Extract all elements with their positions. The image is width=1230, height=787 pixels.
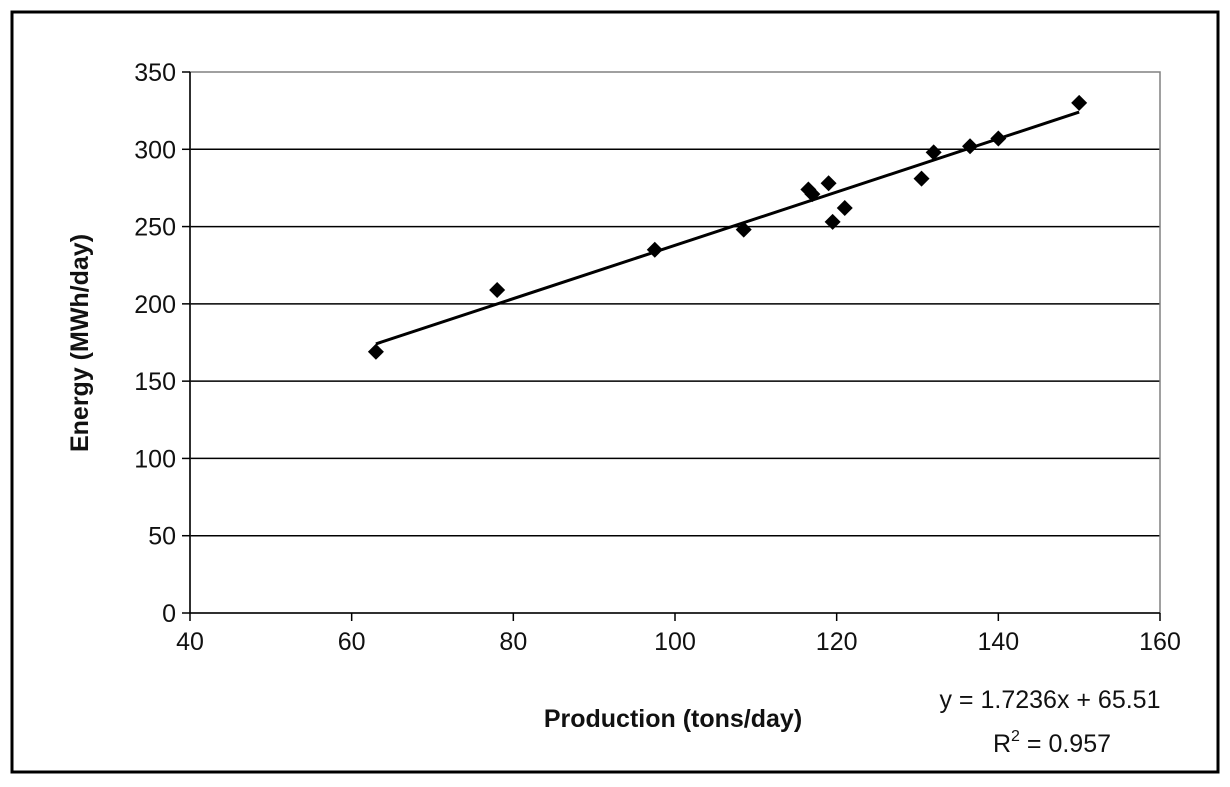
y-tick-label-250: 250: [134, 214, 176, 242]
data-points: [367, 94, 1088, 360]
data-point-2: [489, 281, 506, 298]
r-squared-label: R2 = 0.957: [993, 728, 1111, 758]
x-tick-labels: 40 60 80 100 120 140 160: [176, 613, 1181, 656]
data-point-9: [836, 200, 853, 217]
data-point-11: [925, 144, 942, 161]
r-squared-value: = 0.957: [1020, 730, 1111, 758]
data-point-13: [990, 130, 1007, 147]
trendline-group: [375, 110, 1080, 346]
data-point-7: [820, 175, 837, 192]
y-axis-title: Energy (MWh/day): [66, 234, 94, 452]
y-tick-label-50: 50: [148, 523, 176, 551]
data-point-3: [646, 241, 663, 258]
y-tick-label-300: 300: [134, 136, 176, 164]
grid-lines: [190, 148, 1160, 537]
x-tick-label-40: 40: [176, 628, 204, 656]
x-tick-label-120: 120: [816, 628, 858, 656]
y-tick-label-0: 0: [162, 600, 176, 628]
trendline-equation: y = 1.7236x + 65.51: [939, 686, 1160, 714]
x-tick-label-80: 80: [499, 628, 527, 656]
data-point-8: [824, 213, 841, 230]
y-tick-label-350: 350: [134, 59, 176, 87]
data-point-14: [1071, 94, 1088, 111]
r-squared-symbol: R: [993, 730, 1011, 758]
chart-frame: [10, 10, 1220, 774]
y-tick-label-100: 100: [134, 445, 176, 473]
x-tick-label-60: 60: [338, 628, 366, 656]
x-axis-title: Production (tons/day): [544, 705, 802, 733]
y-tick-label-150: 150: [134, 368, 176, 396]
x-tick-label-160: 160: [1139, 628, 1181, 656]
data-point-4: [735, 221, 752, 238]
y-tick-label-200: 200: [134, 291, 176, 319]
x-tick-label-140: 140: [977, 628, 1019, 656]
data-point-10: [913, 170, 930, 187]
x-tick-label-100: 100: [654, 628, 696, 656]
y-tick-labels: 0 50 100 150 200 250 300 350: [134, 59, 190, 628]
data-point-1: [367, 343, 384, 360]
data-point-6: [804, 186, 821, 203]
r-squared-exponent: 2: [1011, 728, 1020, 745]
trendline: [375, 110, 1080, 346]
data-point-12: [962, 138, 979, 155]
